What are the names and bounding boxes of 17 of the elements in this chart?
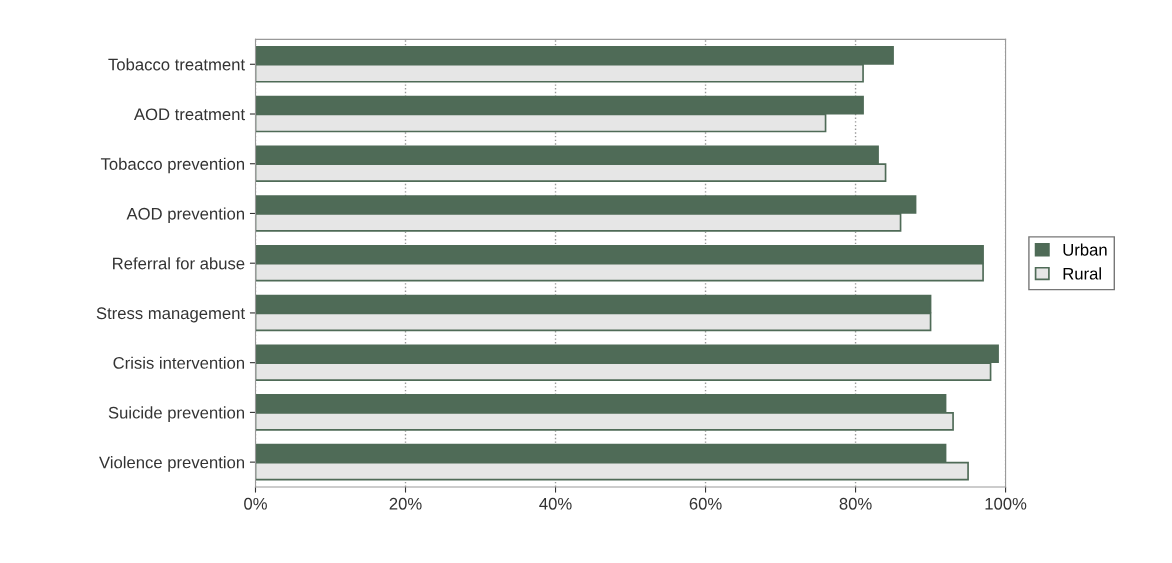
y-tick-label: AOD prevention xyxy=(126,207,244,223)
x-tick-label: 40% xyxy=(539,497,572,510)
y-tick-label: AOD treatment xyxy=(133,108,245,121)
y-tick-label: Tobacco prevention xyxy=(100,157,245,174)
x-tick-label: 80% xyxy=(839,497,872,510)
y-tick-label: Suicide prevention xyxy=(108,406,245,422)
legend-label: Urban xyxy=(1063,243,1107,256)
y-tick-label: Violence prevention xyxy=(99,456,245,472)
y-tick-label: Crisis intervention xyxy=(113,356,244,369)
y-tick-label: Stress management xyxy=(96,307,245,323)
y-tick-label: Referral for abuse xyxy=(113,257,245,270)
x-tick-label: 0% xyxy=(244,497,267,510)
x-tick-label: 20% xyxy=(389,497,422,510)
x-tick-label: 60% xyxy=(689,497,722,510)
x-tick-label: 100% xyxy=(985,497,1027,510)
legend-label: Rural xyxy=(1063,267,1101,280)
y-tick-label: Tobacco treatment xyxy=(108,58,245,71)
